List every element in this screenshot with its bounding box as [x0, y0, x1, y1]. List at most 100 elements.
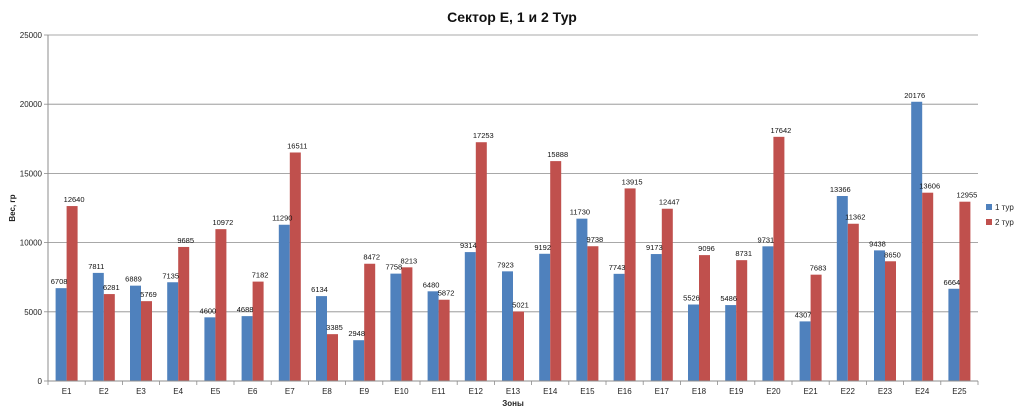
data-labels: 6708 12640 7811 6281 6889 5769 7135 9685 4600 109… — [51, 91, 978, 338]
data-label-e23-series-2: 8650 — [884, 250, 901, 259]
data-label-e5-series-1: 4600 — [200, 306, 217, 315]
bar-e18-series-2 — [699, 255, 710, 381]
data-label-e21-series-1: 4307 — [795, 310, 812, 319]
y-tick-label-25000: 25000 — [20, 31, 43, 40]
legend-label-series-2: 2 тур — [995, 218, 1014, 227]
data-label-e9-series-2: 8472 — [363, 253, 380, 262]
data-label-e24-series-2: 13606 — [919, 182, 940, 191]
bar-e2-series-2 — [103, 294, 115, 381]
bar-e11-series-2 — [438, 299, 450, 381]
x-tick-label-e21: E21 — [803, 387, 818, 396]
bar-e4-series-1 — [167, 282, 179, 381]
data-label-e14-series-2: 15888 — [547, 150, 568, 159]
bar-e23-series-2 — [885, 261, 896, 381]
x-tick-label-e16: E16 — [617, 387, 632, 396]
data-label-e15-series-1: 11730 — [570, 208, 590, 217]
data-label-e20-series-1: 9731 — [758, 235, 775, 244]
bar-e18-series-1 — [688, 304, 699, 381]
data-label-e10-series-1: 7758 — [386, 263, 403, 272]
legend-swatch-series-1 — [986, 204, 992, 210]
legend-label-series-1: 1 тур — [995, 203, 1014, 212]
bar-e17-series-2 — [661, 208, 673, 381]
bar-e25-series-1 — [948, 288, 960, 381]
data-label-e5-series-2: 10972 — [212, 218, 233, 227]
y-tick-label-5000: 5000 — [24, 308, 42, 317]
x-axis-ticks: E1 E2 E3 E4 E5 E6 E7 E8 E9 E10 E11 E12 E13 E14 E15 E16 E… — [47, 381, 979, 396]
data-label-e14-series-1: 9192 — [534, 243, 551, 252]
x-tick-label-e13: E13 — [506, 387, 521, 396]
x-tick-label-e7: E7 — [285, 387, 295, 396]
bar-e3-series-1 — [130, 285, 141, 381]
data-label-e12-series-1: 9314 — [460, 241, 477, 250]
x-tick-label-e10: E10 — [394, 387, 409, 396]
data-label-e8-series-1: 6134 — [311, 285, 328, 294]
x-tick-label-e23: E23 — [878, 387, 893, 396]
bar-e3-series-2 — [141, 301, 152, 381]
data-label-e13-series-2: 5021 — [512, 301, 529, 310]
x-tick-label-e17: E17 — [655, 387, 670, 396]
bar-e6-series-2 — [252, 281, 264, 381]
data-label-e11-series-1: 6480 — [423, 280, 440, 289]
data-label-e6-series-1: 4688 — [237, 305, 254, 314]
bar-e11-series-1 — [427, 291, 439, 381]
bar-e8-series-1 — [316, 296, 327, 381]
data-label-e4-series-1: 7135 — [162, 271, 179, 280]
data-label-e12-series-2: 17253 — [473, 131, 494, 140]
bar-e22-series-1 — [836, 196, 848, 381]
bar-e19-series-1 — [725, 305, 737, 381]
data-label-e9-series-1: 2948 — [348, 329, 365, 338]
x-tick-label-e15: E15 — [580, 387, 595, 396]
data-label-e8-series-2: 3385 — [326, 323, 343, 332]
bar-e8-series-2 — [327, 334, 338, 381]
bar-e9-series-2 — [364, 263, 376, 381]
x-tick-label-e9: E9 — [359, 387, 369, 396]
data-label-e1-series-1: 6708 — [51, 277, 68, 286]
x-tick-label-e5: E5 — [211, 387, 221, 396]
bar-e25-series-2 — [959, 201, 971, 381]
bar-e12-series-1 — [464, 252, 476, 381]
data-label-e23-series-1: 9438 — [869, 239, 886, 248]
bar-e10-series-1 — [390, 273, 402, 381]
data-label-e17-series-2: 12447 — [659, 198, 680, 207]
data-label-e13-series-1: 7923 — [497, 260, 514, 269]
data-label-e2-series-2: 6281 — [103, 283, 120, 292]
x-tick-label-e6: E6 — [248, 387, 258, 396]
bar-e14-series-1 — [539, 253, 551, 381]
bar-e24-series-2 — [922, 192, 934, 381]
data-label-e16-series-1: 7743 — [609, 263, 626, 272]
bar-e21-series-2 — [810, 274, 822, 381]
bars — [55, 101, 971, 381]
data-label-e3-series-1: 6889 — [125, 275, 142, 284]
y-tick-label-0: 0 — [38, 377, 43, 386]
x-tick-label-e8: E8 — [322, 387, 332, 396]
bar-e5-series-1 — [204, 317, 216, 381]
bar-e22-series-2 — [847, 223, 859, 381]
bar-e1-series-1 — [55, 288, 67, 381]
bar-e9-series-1 — [353, 340, 365, 381]
grid-lines — [48, 34, 978, 313]
x-tick-label-e2: E2 — [99, 387, 109, 396]
bar-e16-series-2 — [624, 188, 636, 381]
y-tick-label-20000: 20000 — [20, 100, 43, 109]
data-label-e7-series-2: 16511 — [287, 141, 307, 150]
x-tick-label-e18: E18 — [692, 387, 707, 396]
bar-e7-series-2 — [289, 152, 301, 381]
x-tick-label-e1: E1 — [62, 387, 72, 396]
data-label-e22-series-2: 11362 — [845, 213, 865, 222]
bar-e10-series-2 — [401, 267, 413, 381]
bar-e7-series-1 — [278, 224, 290, 381]
x-tick-label-e12: E12 — [469, 387, 484, 396]
data-label-e16-series-2: 13915 — [622, 177, 643, 186]
x-tick-label-e25: E25 — [952, 387, 967, 396]
chart-title: Сектор Е, 1 и 2 Тур — [447, 9, 577, 25]
bar-e17-series-1 — [650, 254, 662, 381]
bar-e6-series-1 — [241, 316, 253, 381]
legend-swatch-series-2 — [986, 219, 992, 225]
x-tick-label-e19: E19 — [729, 387, 744, 396]
data-label-e18-series-1: 5526 — [683, 294, 700, 303]
bar-e20-series-2 — [773, 136, 785, 381]
data-label-e25-series-1: 6664 — [944, 278, 961, 287]
bar-e1-series-2 — [66, 206, 78, 381]
bar-e23-series-1 — [874, 250, 885, 381]
